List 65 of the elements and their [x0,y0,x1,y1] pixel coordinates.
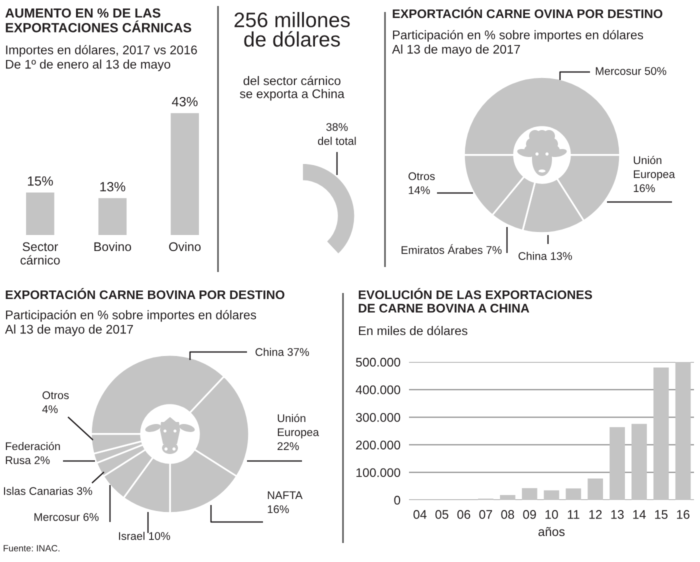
bar [588,478,604,500]
slice-label: China 37% [256,348,309,356]
y-tick-label: 400.000 [356,385,400,394]
chart-title: 256 millones de dólares [234,12,350,47]
data-label: 15% [28,176,53,186]
x-tick-label: Ovino [169,242,201,252]
data-label: 4% [42,405,58,414]
chart-subtitle: Participación en % sobre importes en dólares Al 13 de mayo de 2017 [392,30,644,56]
bar [522,488,538,500]
bar [610,427,625,500]
chart-subtitle: Participación en % sobre importes en dólares Al 13 de mayo de 2017 [5,310,256,336]
x-tick-label: 14 [633,510,646,519]
data-label: 16% [268,505,289,514]
slice-label: Mercosur 6% [34,513,99,521]
y-tick-label: 300.000 [356,413,400,422]
y-tick-label: 0 [394,496,400,505]
slice-label: Israel 10% [119,532,170,540]
x-tick-label: 04 [414,510,427,519]
slice-label: Otros [408,172,435,180]
data-label: 22% [278,442,299,450]
chart-title: EVOLUCIÓN DE LAS EXPORTACIONES DE CARNE BOVINA A CHINA [358,288,592,313]
y-tick-label: 500.000 [356,358,400,367]
bar [566,488,582,500]
slice-label: Federación Rusa 2% [6,442,60,464]
slice-label: Unión Europea [634,156,676,180]
x-axis-title: años [538,527,565,536]
chart-title: EXPORTACIÓN CARNE BOVINA POR DESTINO [6,288,284,300]
bar [653,368,669,500]
slice-label: Otros [42,391,69,400]
slice-label: China 13% [518,252,572,260]
x-tick-label: 06 [457,510,470,519]
data-label: 13% [100,182,126,192]
x-tick-label: 07 [479,510,492,519]
slice-label: Mercosur 50% [596,67,666,75]
x-tick-label: 16 [677,510,690,519]
chart-subtitle: En miles de dólares [359,326,468,336]
x-tick-label: 10 [546,510,558,519]
x-tick-label: 11 [568,510,580,519]
slice-label: Unión Europea [278,414,320,438]
x-tick-label: 15 [655,510,668,519]
bar [632,424,647,500]
y-tick-label: 100.000 [356,468,400,478]
chart-title: AUMENTO EN % DE LAS EXPORTACIONES CÁRNICAS [5,8,192,32]
x-tick-label: Sector cárnico [20,242,60,265]
data-label: 14% [408,186,430,194]
x-tick-label: 05 [435,510,448,519]
x-tick-label: 13 [611,510,624,519]
slice-label: Emiratos Árabes 7% [402,244,502,254]
x-tick-label: 08 [501,510,514,519]
chart-subtitle: Importes en dólares, 2017 vs 2016 De 1º de enero al 13 de mayo [6,45,197,72]
slice-label: NAFTA [268,491,303,500]
chart-title: EXPORTACIÓN CARNE OVINA POR DESTINO [392,6,662,18]
chart-subtitle: del sector cárnico se exporta a China [240,76,344,101]
data-label: 16% [634,184,655,192]
bar [500,495,516,500]
y-tick-label: 200.000 [356,440,400,450]
bar [544,490,560,500]
slice-label: Islas Canarias 3% [4,486,92,495]
source-note: Fuente: INAC. [4,545,60,552]
data-label: 43% [172,96,198,106]
x-tick-label: Bovino [94,242,132,252]
x-tick-label: 12 [589,510,602,519]
data-label: 38% del total [318,123,356,145]
bar [675,362,691,500]
x-tick-label: 09 [523,510,536,519]
